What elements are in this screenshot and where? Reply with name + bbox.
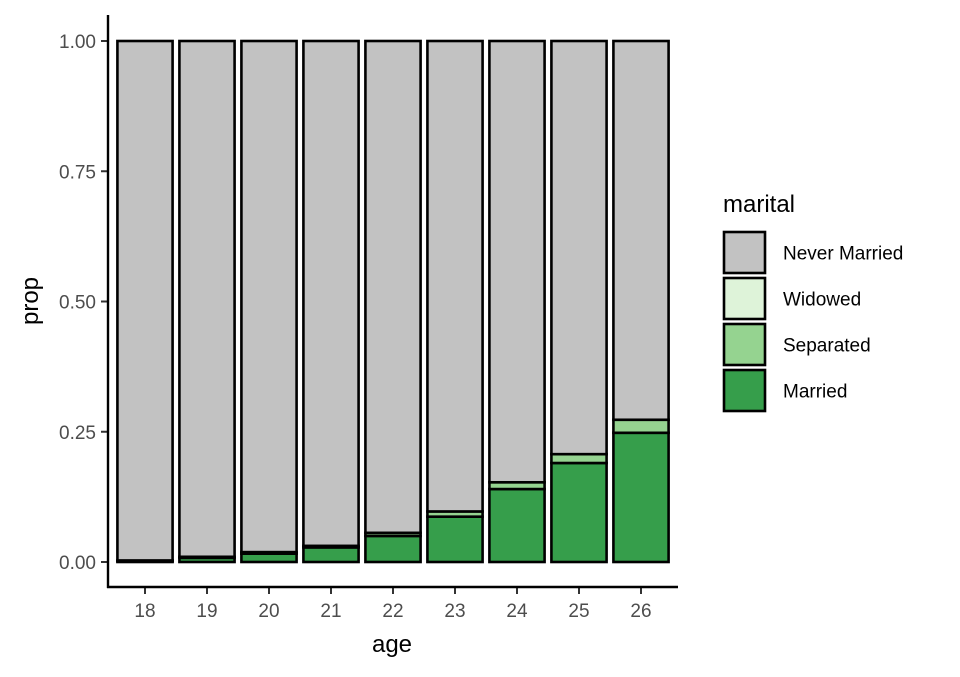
bar-segment-separated-25 — [550, 452, 608, 465]
bar-segment-never-married-20 — [240, 39, 298, 554]
x-tick-label: 24 — [506, 601, 528, 622]
x-tick-label: 21 — [320, 601, 341, 622]
bar-segment-never-married-19 — [178, 39, 236, 559]
bars-layer — [116, 39, 670, 564]
legend-label: Widowed — [783, 290, 861, 311]
y-axis-title: prop — [17, 277, 44, 325]
legend-key-never-married — [722, 230, 767, 275]
x-tick-label: 18 — [134, 601, 155, 622]
bar-segment-separated-26 — [612, 418, 670, 435]
x-tick-label: 19 — [196, 601, 217, 622]
axes-layer: 18 19 20 21 22 23 24 25 26 0.00 0.25 0.50 0.75 1.00 — [59, 15, 678, 622]
bar-segment-married-22 — [364, 534, 422, 564]
legend-key-separated — [722, 322, 767, 367]
y-tick-label: 0.25 — [59, 423, 96, 444]
bar-segment-never-married-18 — [116, 39, 174, 562]
bar-segment-never-married-23 — [426, 39, 484, 513]
y-tick-label: 0.75 — [59, 162, 96, 183]
x-tick-label: 26 — [630, 601, 651, 622]
y-tick-label: 0.50 — [59, 293, 96, 314]
x-tick-label: 25 — [568, 601, 589, 622]
legend: marital Never Married Widowed Separated Mar… — [722, 191, 903, 413]
bar-segment-married-25 — [550, 461, 608, 564]
bar-segment-never-married-21 — [302, 39, 360, 548]
legend-key-widowed — [722, 276, 767, 321]
y-tick-label: 0.00 — [59, 553, 96, 574]
x-tick-label: 22 — [382, 601, 403, 622]
legend-label: Never Married — [783, 244, 903, 265]
bar-segment-married-21 — [302, 546, 360, 564]
bar-segment-married-24 — [488, 487, 546, 564]
bar-segment-never-married-25 — [550, 39, 608, 456]
bar-segment-married-26 — [612, 431, 670, 564]
y-tick-label: 1.00 — [59, 32, 96, 53]
legend-title: marital — [723, 191, 795, 218]
legend-label: Separated — [783, 336, 871, 357]
x-axis-title: age — [372, 631, 412, 658]
x-tick-label: 23 — [444, 601, 465, 622]
legend-key-married — [722, 368, 767, 413]
legend-label: Married — [783, 382, 847, 403]
bar-segment-never-married-24 — [488, 39, 546, 484]
bar-segment-never-married-22 — [364, 39, 422, 535]
bar-segment-never-married-26 — [612, 39, 670, 422]
bar-segment-married-23 — [426, 515, 484, 564]
x-tick-label: 20 — [258, 601, 279, 622]
